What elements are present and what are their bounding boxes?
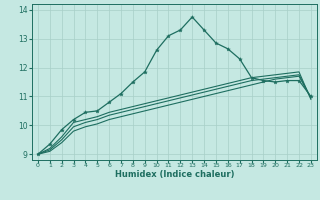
X-axis label: Humidex (Indice chaleur): Humidex (Indice chaleur) (115, 170, 234, 179)
